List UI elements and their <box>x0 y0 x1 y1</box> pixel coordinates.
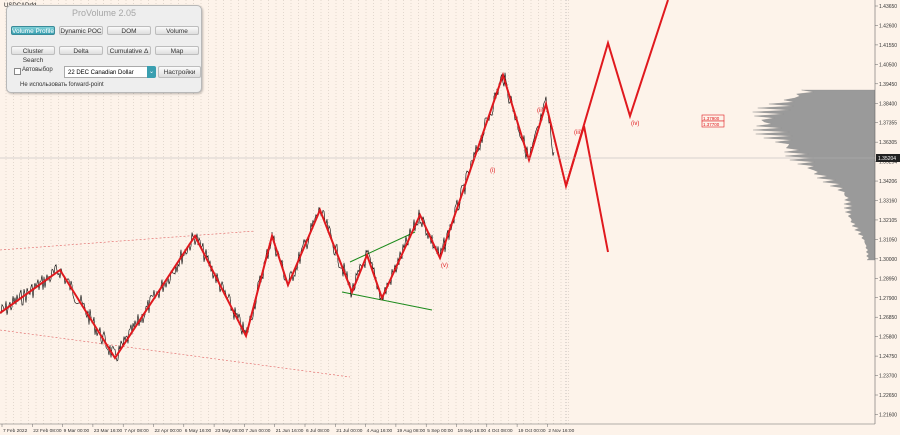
wave-label: (v) <box>441 263 448 269</box>
time-tick-label: 2 Nov 16:00 <box>548 428 574 434</box>
price-tick-label: 1.24750 <box>879 354 897 360</box>
volume-profile <box>752 89 876 261</box>
wave-label: (ii) <box>537 108 544 114</box>
time-tick-label: 6 Jul 08:00 <box>306 428 330 434</box>
price-tick-label: 1.28950 <box>879 276 897 282</box>
trend-lines <box>0 0 567 424</box>
price-tick-label: 1.42600 <box>879 23 897 29</box>
forward-point-label: Не использовать forward-point <box>20 82 104 88</box>
time-tick-label: 7 Apr 08:00 <box>124 428 149 434</box>
wave-label: (iv) <box>631 121 639 127</box>
volume-button[interactable]: Volume <box>155 26 199 35</box>
instrument-select[interactable]: 22 DEC Canadian Dollar <box>64 66 148 78</box>
time-axis: 7 Feb 2022 22 Feb 08:00 9 Mar 00:00 23 Mar … <box>0 423 875 434</box>
price-tick-label: 1.43650 <box>879 4 897 10</box>
price-tick-label: 1.26850 <box>879 315 897 321</box>
price-tick-label: 1.41550 <box>879 43 897 49</box>
time-tick-label: 23 Mar 16:00 <box>94 428 123 434</box>
time-tick-label: 19 Oct 00:00 <box>518 428 546 434</box>
auto-select-checkbox[interactable] <box>14 68 21 75</box>
price-tick-label: 1.25800 <box>879 335 897 341</box>
time-tick-label: 22 Feb 08:00 <box>33 428 62 434</box>
panel-title: ProVolume 2.05 <box>71 8 137 18</box>
time-tick-label: 4 Oct 08:00 <box>488 428 513 434</box>
price-tick-label: 1.32105 <box>879 218 897 224</box>
time-tick-label: 21 Jun 16:00 <box>276 428 304 434</box>
elliott-wave-lines <box>0 0 669 360</box>
price-tick-label: 1.30000 <box>879 257 897 263</box>
price-tick-label: 1.40500 <box>879 62 897 68</box>
price-tick-label: 1.38400 <box>879 101 897 107</box>
time-tick-label: 7 Feb 2022 <box>3 428 28 434</box>
price-tick-label: 1.33160 <box>879 199 897 205</box>
current-price-label: 1.35204 <box>878 156 896 162</box>
price-tick-label: 1.37355 <box>879 121 897 127</box>
time-tick-label: 22 Apr 00:00 <box>155 428 183 434</box>
dom-button[interactable]: DOM <box>107 26 151 35</box>
dynamic-poc-button[interactable]: Dynamic POC <box>59 26 103 35</box>
price-tick-label: 1.31050 <box>879 237 897 243</box>
price-tick-label: 1.27900 <box>879 296 897 302</box>
delta-button[interactable]: Delta <box>59 46 103 55</box>
time-tick-label: 6 May 16:00 <box>185 428 212 434</box>
price-tick-label: 1.35254 <box>879 160 897 166</box>
map-button[interactable]: Map <box>155 46 199 55</box>
time-tick-label: 21 Jul 00:00 <box>336 428 362 434</box>
price-tick-label: 1.34206 <box>879 179 897 185</box>
wave-label: (i) <box>490 168 495 174</box>
settings-button[interactable]: Настройки <box>158 66 201 78</box>
time-tick-label: 19 Aug 08:00 <box>397 428 426 434</box>
wave-label: (iii) <box>574 130 582 136</box>
level-label: 1.37700 <box>703 122 720 127</box>
time-tick-label: 23 May 08:00 <box>215 428 244 434</box>
price-tick-label: 1.39450 <box>879 82 897 88</box>
provolume-panel: ProVolume 2.05 Volume Profile Dynamic PO… <box>6 5 202 93</box>
cluster-search-button[interactable]: Cluster Search <box>11 46 55 64</box>
price-tick-label: 1.22650 <box>879 393 897 399</box>
auto-select-label: Автовыбор <box>22 67 53 73</box>
time-tick-label: 5 Sep 00:00 <box>427 428 453 434</box>
cumulative-delta-button[interactable]: Cumulative Δ <box>107 46 151 55</box>
price-tick-label: 1.36305 <box>879 140 897 146</box>
time-tick-label: 9 Mar 00:00 <box>64 428 90 434</box>
time-tick-label: 7 Jun 00:00 <box>245 428 270 434</box>
volume-profile-button[interactable]: Volume Profile <box>11 26 55 35</box>
time-tick-label: 19 Sep 16:00 <box>458 428 487 434</box>
chevron-down-icon[interactable]: ⌄ <box>147 66 156 78</box>
price-tick-label: 1.23700 <box>879 374 897 380</box>
time-tick-label: 4 Aug 16:00 <box>367 428 393 434</box>
price-tick-label: 1.21600 <box>879 412 897 418</box>
level-label: 1.37900 <box>703 116 720 121</box>
